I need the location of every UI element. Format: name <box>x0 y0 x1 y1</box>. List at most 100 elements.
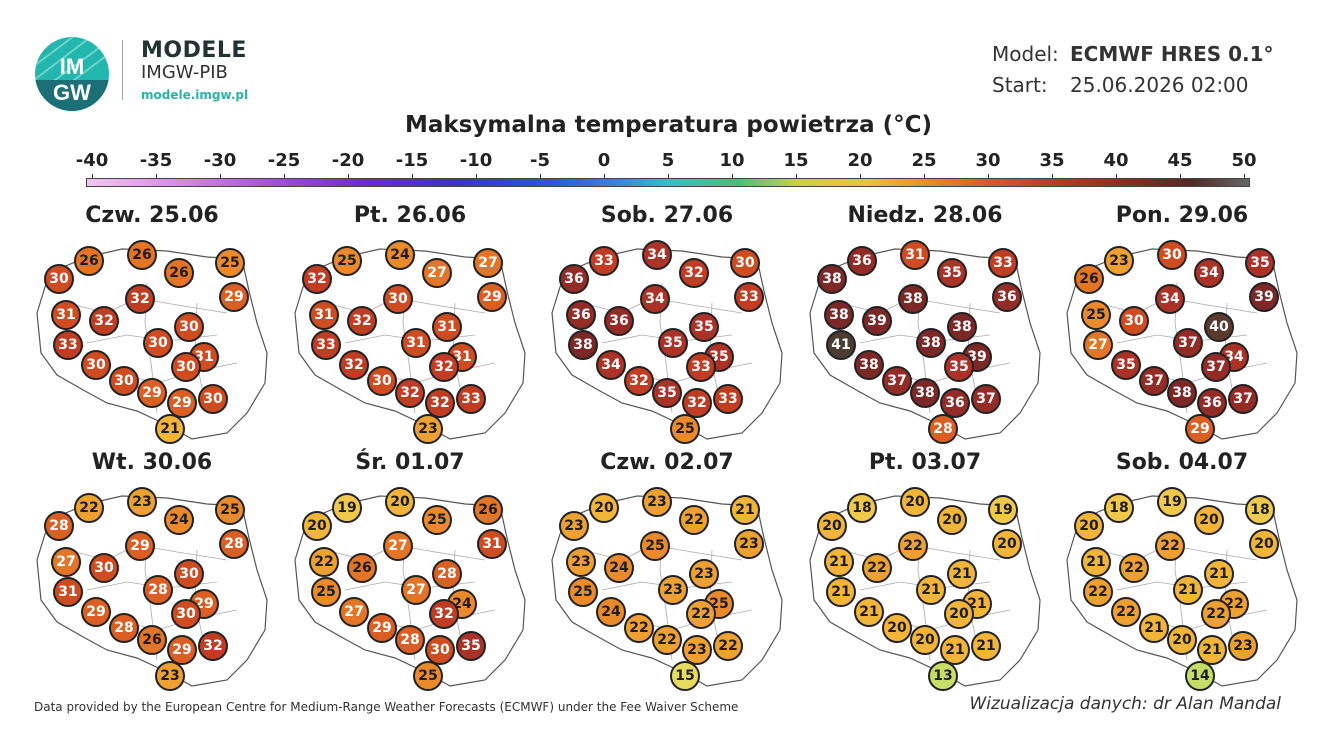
temperature-marker: 26 <box>473 495 503 525</box>
colorbar <box>86 178 1250 187</box>
temperature-marker: 21 <box>826 577 856 607</box>
logo-text-top: IM <box>60 54 84 79</box>
page-title: Maksymalna temperatura powietrza (°C) <box>404 112 933 138</box>
temperature-marker: 32 <box>429 352 459 382</box>
colorbar-tick-label: 5 <box>661 150 675 171</box>
temperature-marker: 29 <box>1185 414 1215 444</box>
temperature-marker: 24 <box>604 553 634 583</box>
temperature-marker: 29 <box>137 378 167 408</box>
temperature-marker: 21 <box>730 495 760 525</box>
temperature-marker: 20 <box>1074 511 1104 541</box>
temperature-marker: 39 <box>862 306 892 336</box>
temperature-marker: 21 <box>1139 613 1169 643</box>
temperature-marker: 21 <box>940 635 970 665</box>
temperature-marker: 40 <box>1204 312 1234 342</box>
temperature-marker: 30 <box>367 366 397 396</box>
colorbar-tick-label: 45 <box>1167 150 1193 171</box>
temperature-marker: 32 <box>347 306 377 336</box>
temperature-marker: 28 <box>432 559 462 589</box>
map-date-title: Sob. 27.06 <box>600 203 734 228</box>
temperature-marker: 25 <box>670 414 700 444</box>
colorbar-tick-label: 40 <box>1103 150 1129 171</box>
temperature-marker: 33 <box>589 246 619 276</box>
temperature-marker: 23 <box>413 414 443 444</box>
brand-subtitle: IMGW-PIB <box>141 62 228 83</box>
temperature-marker: 21 <box>155 414 185 444</box>
temperature-marker: 30 <box>174 559 204 589</box>
temperature-marker: 21 <box>916 575 946 605</box>
temperature-marker: 22 <box>898 531 928 561</box>
temperature-marker: 23 <box>1104 246 1134 276</box>
colorbar-tick-label: 50 <box>1231 150 1257 171</box>
temperature-marker: 34 <box>596 350 626 380</box>
temperature-marker: 21 <box>1204 559 1234 589</box>
temperature-marker: 33 <box>53 330 83 360</box>
temperature-marker: 39 <box>1249 282 1279 312</box>
temperature-marker: 36 <box>940 388 970 418</box>
temperature-marker: 29 <box>477 282 507 312</box>
temperature-marker: 20 <box>817 511 847 541</box>
temperature-marker: 31 <box>53 577 83 607</box>
map-date-title: Pt. 03.07 <box>868 450 982 475</box>
temperature-marker: 22 <box>624 613 654 643</box>
temperature-marker: 34 <box>1155 284 1185 314</box>
imgw-logo: IM GW <box>35 37 109 111</box>
colorbar-tick-label: 35 <box>1039 150 1065 171</box>
temperature-marker: 31 <box>401 328 431 358</box>
temperature-marker: 30 <box>143 328 173 358</box>
temperature-marker: 23 <box>734 529 764 559</box>
temperature-marker: 28 <box>219 529 249 559</box>
temperature-marker: 18 <box>1104 493 1134 523</box>
temperature-marker: 25 <box>215 495 245 525</box>
colorbar-tick-label: 20 <box>847 150 873 171</box>
temperature-marker: 33 <box>734 282 764 312</box>
temperature-marker: 27 <box>383 531 413 561</box>
temperature-marker: 34 <box>640 284 670 314</box>
temperature-marker: 32 <box>198 631 228 661</box>
map-date-title: Pt. 26.06 <box>353 203 467 228</box>
temperature-marker: 26 <box>127 240 157 270</box>
temperature-marker: 30 <box>198 384 228 414</box>
colorbar-tick-label: -5 <box>530 150 550 171</box>
brand-url: modele.imgw.pl <box>141 88 249 102</box>
colorbar-tick-label: -15 <box>395 150 429 171</box>
temperature-marker: 22 <box>862 553 892 583</box>
temperature-marker: 26 <box>137 625 167 655</box>
footer-credit: Data provided by the European Centre for… <box>34 700 739 714</box>
temperature-marker: 35 <box>689 312 719 342</box>
temperature-marker: 36 <box>847 246 877 276</box>
temperature-marker: 36 <box>604 306 634 336</box>
temperature-marker: 29 <box>219 282 249 312</box>
temperature-marker: 32 <box>429 599 459 629</box>
temperature-marker: 22 <box>74 493 104 523</box>
logo-text-bottom: GW <box>53 80 91 105</box>
temperature-marker: 23 <box>682 635 712 665</box>
temperature-marker: 26 <box>164 258 194 288</box>
temperature-marker: 38 <box>898 284 928 314</box>
temperature-marker: 30 <box>174 312 204 342</box>
temperature-marker: 26 <box>347 553 377 583</box>
temperature-marker: 22 <box>1119 553 1149 583</box>
temperature-marker: 21 <box>1081 547 1111 577</box>
temperature-marker: 26 <box>74 246 104 276</box>
temperature-marker: 23 <box>1228 631 1258 661</box>
start-value: 25.06.2026 02:00 <box>1070 73 1249 97</box>
temperature-marker: 31 <box>477 529 507 559</box>
temperature-marker: 33 <box>456 384 486 414</box>
temperature-marker: 22 <box>1201 599 1231 629</box>
temperature-marker: 38 <box>824 300 854 330</box>
temperature-marker: 35 <box>1245 248 1275 278</box>
temperature-marker: 32 <box>302 264 332 294</box>
temperature-marker: 18 <box>847 493 877 523</box>
temperature-marker: 33 <box>686 352 716 382</box>
temperature-marker: 19 <box>332 493 362 523</box>
temperature-marker: 20 <box>900 487 930 517</box>
temperature-marker: 20 <box>385 487 415 517</box>
temperature-marker: 31 <box>900 240 930 270</box>
temperature-marker: 24 <box>164 505 194 535</box>
temperature-marker: 22 <box>309 547 339 577</box>
temperature-marker: 32 <box>682 388 712 418</box>
temperature-marker: 30 <box>89 553 119 583</box>
temperature-marker: 36 <box>992 282 1022 312</box>
temperature-marker: 28 <box>44 511 74 541</box>
